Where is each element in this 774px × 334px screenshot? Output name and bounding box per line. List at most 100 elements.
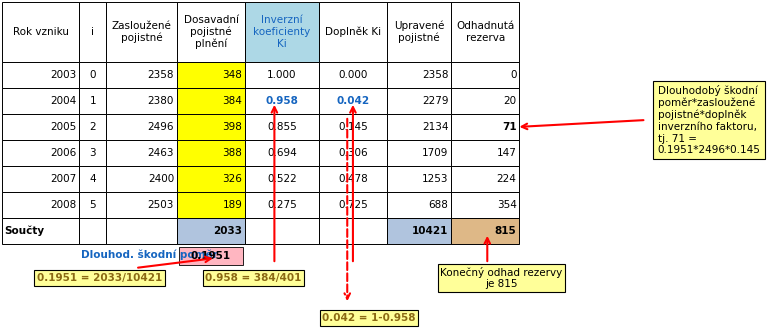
Bar: [319, 218, 387, 244]
Bar: [319, 88, 387, 114]
Bar: [387, 192, 451, 218]
Bar: [451, 166, 519, 192]
Text: Dlouhodobý škodní
poměr*zasloužené
pojistné*doplněk
inverzního faktoru,
tj. 71 =: Dlouhodobý škodní poměr*zasloužené pojis…: [658, 85, 761, 155]
Bar: [177, 218, 245, 244]
Text: Zasloužené
pojistné: Zasloužené pojistné: [111, 21, 171, 43]
Text: 2358: 2358: [148, 70, 174, 80]
Text: Doplněk Ki: Doplněk Ki: [325, 27, 381, 37]
Bar: [387, 62, 451, 88]
Text: 0.725: 0.725: [338, 200, 368, 210]
Text: 3: 3: [90, 148, 96, 158]
Bar: [2, 192, 80, 218]
Text: 1: 1: [90, 96, 96, 106]
Bar: [319, 166, 387, 192]
Bar: [451, 2, 519, 62]
Bar: [106, 140, 177, 166]
Text: 688: 688: [429, 200, 448, 210]
Text: 0.522: 0.522: [267, 174, 297, 184]
Text: 189: 189: [222, 200, 242, 210]
Text: 4: 4: [90, 174, 96, 184]
Bar: [451, 218, 519, 244]
Text: 20: 20: [504, 96, 516, 106]
Bar: [387, 114, 451, 140]
Text: 0.306: 0.306: [338, 148, 368, 158]
Text: 0: 0: [510, 70, 516, 80]
Text: 2503: 2503: [148, 200, 174, 210]
Bar: [319, 140, 387, 166]
Text: 2496: 2496: [148, 122, 174, 132]
Bar: [319, 62, 387, 88]
Text: 348: 348: [222, 70, 242, 80]
Text: Dosavadní
pojistné
plnění: Dosavadní pojistné plnění: [183, 15, 238, 49]
Text: 71: 71: [502, 122, 516, 132]
Bar: [387, 2, 451, 62]
Text: Inverzní
koeficienty
Ki: Inverzní koeficienty Ki: [253, 15, 310, 49]
Text: 2358: 2358: [422, 70, 448, 80]
Bar: [177, 192, 245, 218]
Bar: [80, 218, 106, 244]
Text: 2008: 2008: [50, 200, 77, 210]
Text: 1709: 1709: [422, 148, 448, 158]
Text: 2134: 2134: [422, 122, 448, 132]
Text: 0.958: 0.958: [265, 96, 299, 106]
Text: Upravené
pojistné: Upravené pojistné: [394, 21, 444, 43]
Bar: [80, 62, 106, 88]
Bar: [245, 62, 319, 88]
Bar: [106, 62, 177, 88]
Text: 5: 5: [90, 200, 96, 210]
Text: 2033: 2033: [213, 226, 242, 236]
Bar: [245, 218, 319, 244]
Bar: [106, 166, 177, 192]
Bar: [319, 114, 387, 140]
Text: Dlouhod. škodní poměr: Dlouhod. škodní poměr: [81, 250, 218, 261]
Bar: [177, 88, 245, 114]
Text: 0.855: 0.855: [267, 122, 297, 132]
Text: 2279: 2279: [422, 96, 448, 106]
Bar: [177, 166, 245, 192]
Bar: [177, 62, 245, 88]
Bar: [319, 2, 387, 62]
Bar: [451, 114, 519, 140]
Text: 147: 147: [497, 148, 516, 158]
Text: Součty: Součty: [5, 226, 45, 236]
Text: 2400: 2400: [148, 174, 174, 184]
Text: 815: 815: [495, 226, 516, 236]
Text: 384: 384: [222, 96, 242, 106]
Bar: [387, 140, 451, 166]
Text: 388: 388: [222, 148, 242, 158]
Bar: [2, 140, 80, 166]
Bar: [80, 2, 106, 62]
Bar: [80, 140, 106, 166]
Text: 398: 398: [222, 122, 242, 132]
Bar: [106, 218, 177, 244]
Bar: [2, 114, 80, 140]
Text: Odhadnutá
rezerva: Odhadnutá rezerva: [456, 21, 515, 43]
Bar: [387, 218, 451, 244]
Bar: [245, 192, 319, 218]
Bar: [451, 140, 519, 166]
Bar: [177, 2, 245, 62]
Bar: [179, 247, 243, 265]
Text: 0.275: 0.275: [267, 200, 297, 210]
Text: 0.1951: 0.1951: [191, 251, 231, 261]
Text: 0.042: 0.042: [337, 96, 369, 106]
Bar: [2, 218, 80, 244]
Text: 0.478: 0.478: [338, 174, 368, 184]
Text: 0.694: 0.694: [267, 148, 297, 158]
Text: 0.000: 0.000: [338, 70, 368, 80]
Text: 0.145: 0.145: [338, 122, 368, 132]
Bar: [80, 114, 106, 140]
Bar: [80, 88, 106, 114]
Text: i: i: [91, 27, 94, 37]
Text: 354: 354: [497, 200, 516, 210]
Bar: [245, 140, 319, 166]
Bar: [106, 88, 177, 114]
Text: 10421: 10421: [412, 226, 448, 236]
Text: 326: 326: [222, 174, 242, 184]
Bar: [106, 2, 177, 62]
Bar: [387, 166, 451, 192]
Bar: [451, 192, 519, 218]
Bar: [2, 62, 80, 88]
Bar: [245, 166, 319, 192]
Bar: [387, 88, 451, 114]
